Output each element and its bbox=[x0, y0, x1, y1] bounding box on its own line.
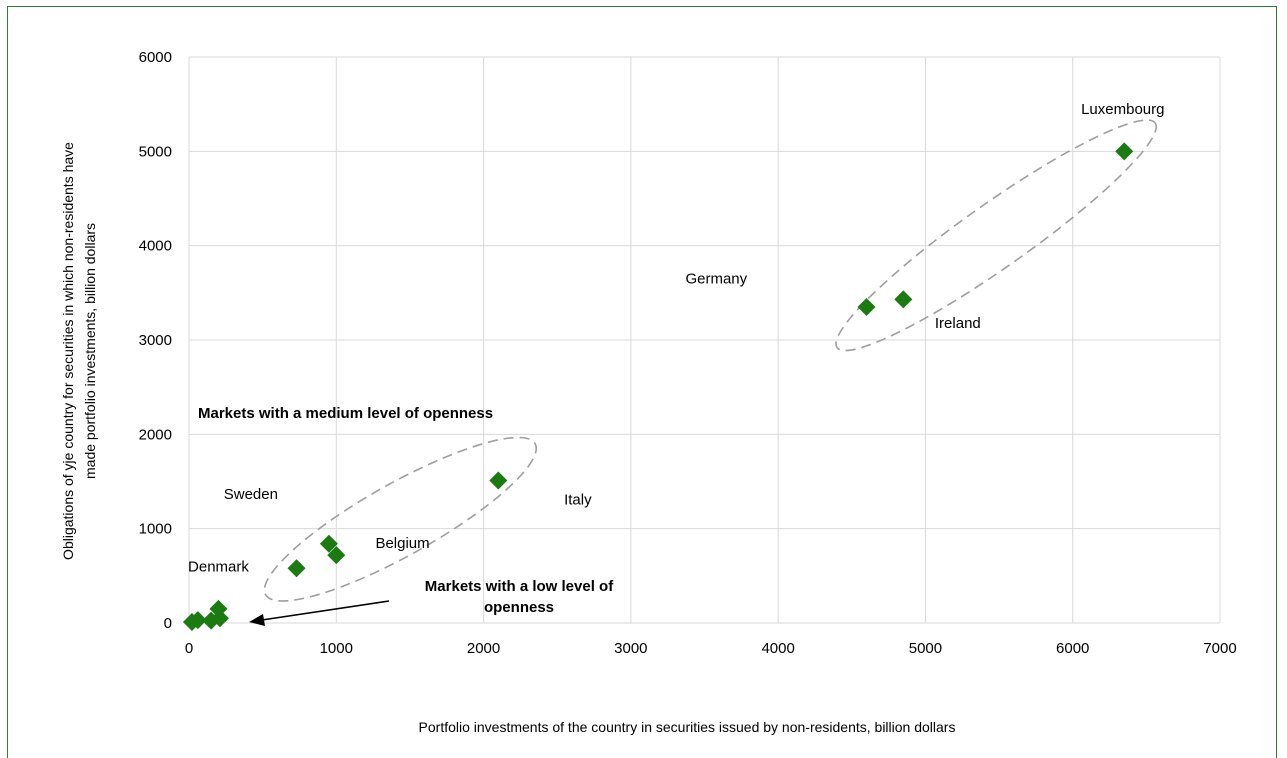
x-tick-label: 0 bbox=[185, 640, 193, 657]
grid-lines bbox=[188, 56, 1221, 624]
x-tick-label: 5000 bbox=[909, 640, 942, 657]
x-tick-label: 6000 bbox=[1056, 640, 1089, 657]
point-labels: Luxembourg Germany Ireland Sweden Italy Belgi… bbox=[188, 101, 1164, 576]
data-points bbox=[182, 142, 1134, 632]
point-label: Ireland bbox=[935, 315, 981, 332]
data-point-marker bbox=[857, 297, 876, 316]
cluster-ellipses bbox=[263, 119, 1158, 602]
x-axis-label: Portfolio investments of the country in … bbox=[419, 719, 956, 735]
point-label: Sweden bbox=[224, 486, 278, 503]
y-tick-label: 3000 bbox=[139, 332, 172, 349]
point-label: Belgium bbox=[375, 535, 429, 552]
data-point-marker bbox=[327, 546, 346, 565]
data-point-marker bbox=[489, 471, 508, 490]
x-tick-label: 7000 bbox=[1203, 640, 1236, 657]
tick-labels: 0 1000 2000 3000 4000 5000 6000 7000 0 1000 2000 30… bbox=[139, 49, 1237, 657]
data-point-marker bbox=[202, 611, 221, 630]
chart-frame bbox=[7, 6, 1277, 758]
point-label: Luxembourg bbox=[1081, 101, 1164, 118]
y-tick-label: 0 bbox=[164, 615, 172, 632]
x-tick-label: 1000 bbox=[320, 640, 353, 657]
data-point-marker bbox=[182, 613, 201, 632]
y-axis-label-line2: made portfolio investments, billion doll… bbox=[82, 223, 98, 479]
point-label: Germany bbox=[685, 271, 747, 288]
data-point-marker bbox=[894, 290, 913, 309]
annotation-low-openness-line2: openness bbox=[484, 599, 554, 616]
medium-openness-cluster-ellipse bbox=[263, 436, 538, 602]
y-tick-label: 6000 bbox=[139, 49, 172, 66]
annotation-medium-openness: Markets with a medium level of openness bbox=[198, 405, 493, 422]
x-tick-label: 3000 bbox=[614, 640, 647, 657]
point-label: Denmark bbox=[188, 558, 249, 575]
y-tick-label: 5000 bbox=[139, 143, 172, 160]
high-openness-cluster-ellipse bbox=[835, 119, 1158, 352]
y-tick-label: 1000 bbox=[139, 521, 172, 538]
data-point-marker bbox=[287, 559, 306, 578]
annotation-low-openness-line1: Markets with a low level of bbox=[425, 578, 614, 595]
point-label: Italy bbox=[564, 491, 592, 508]
annotation-arrow bbox=[249, 600, 390, 626]
x-tick-label: 2000 bbox=[467, 640, 500, 657]
x-tick-label: 4000 bbox=[761, 640, 794, 657]
y-tick-label: 4000 bbox=[139, 238, 172, 255]
y-axis-label-line1: Obligations of yje country for securitie… bbox=[60, 142, 76, 560]
y-tick-label: 2000 bbox=[139, 426, 172, 443]
data-point-marker bbox=[319, 534, 338, 553]
data-point-marker bbox=[1115, 142, 1134, 161]
